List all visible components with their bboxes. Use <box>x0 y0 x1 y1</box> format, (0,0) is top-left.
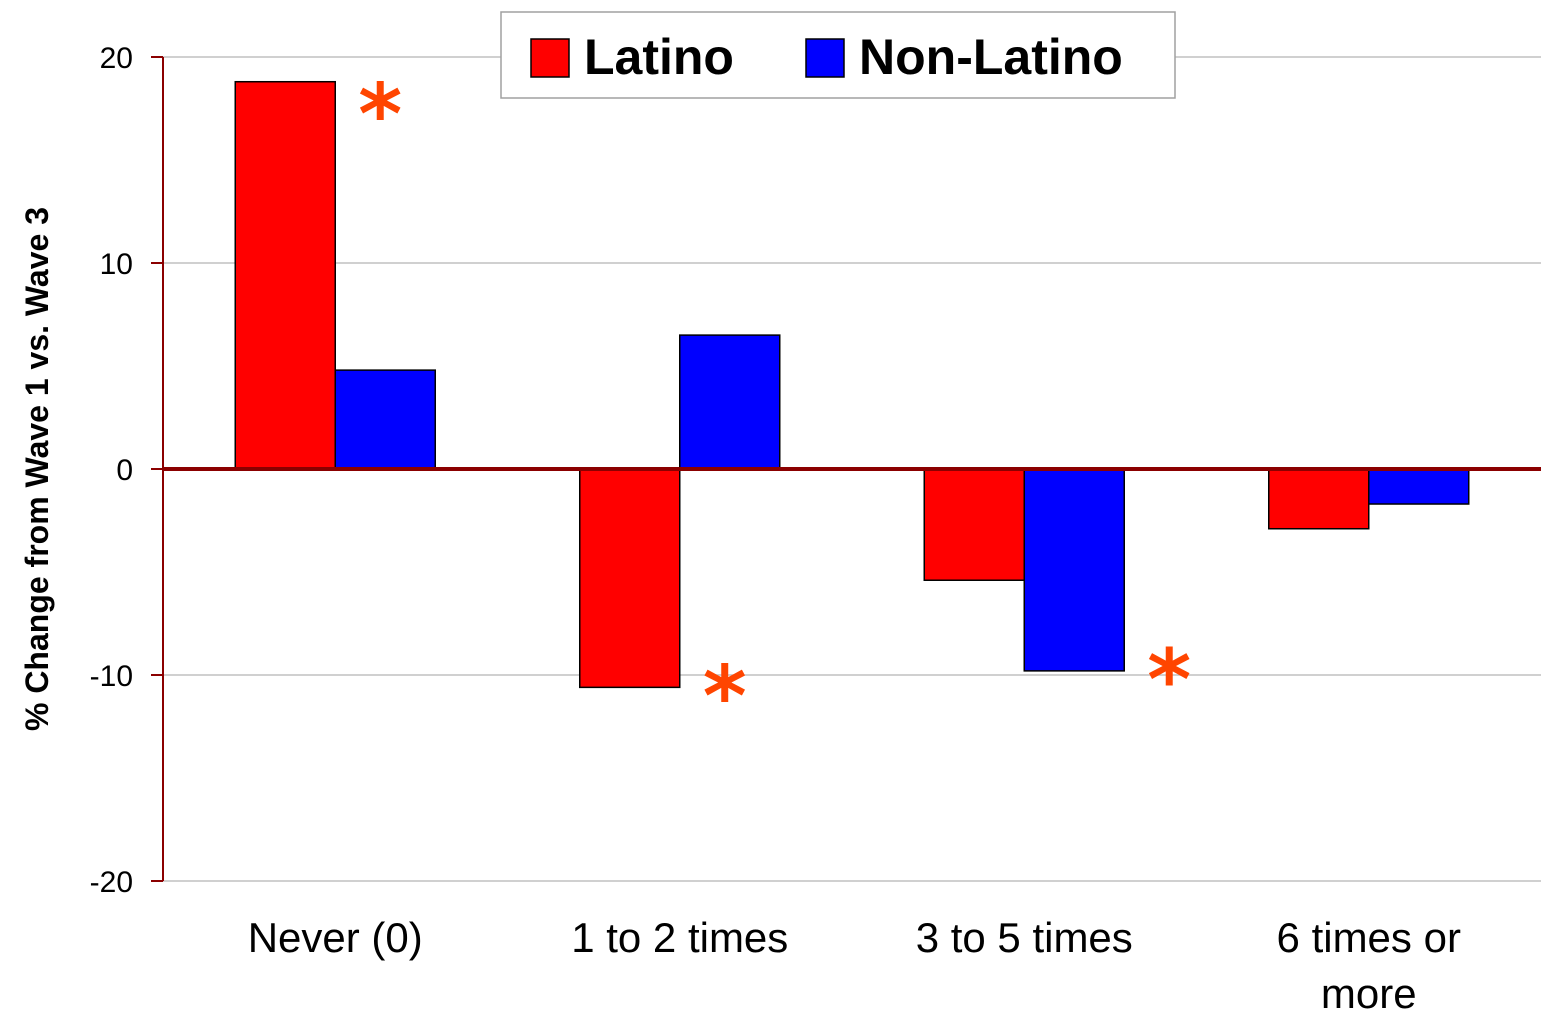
y-tick-label: 0 <box>116 454 133 487</box>
y-tick-label: -10 <box>90 660 133 693</box>
bar-latino-1-to-2-times <box>579 468 681 689</box>
bar-latino-3-to-5-times <box>923 468 1025 581</box>
bar-latino-never-0 <box>234 80 336 470</box>
legend: Latino Non-Latino <box>500 11 1176 99</box>
legend-label-latino: Latino <box>584 29 734 85</box>
y-axis-ticks: 20 10 0 -10 -20 <box>90 42 163 899</box>
bar-latino-6-times-or-more <box>1268 468 1370 530</box>
y-tick-label: 20 <box>100 42 133 75</box>
x-axis-labels: Never (0) 1 to 2 times 3 to 5 times 6 times… <box>248 914 1461 1016</box>
significance-star: * <box>1147 631 1191 729</box>
bar-non-latino-6-times-or-more <box>1368 468 1470 505</box>
bar-non-latino-3-to-5-times <box>1023 468 1125 672</box>
bars <box>234 80 1470 689</box>
x-tick-label: 1 to 2 times <box>571 914 788 961</box>
x-tick-label: Never (0) <box>248 914 423 961</box>
legend-swatch-non-latino <box>805 38 845 78</box>
x-tick-label: 6 times or more <box>1277 914 1461 1016</box>
y-tick-label: -20 <box>90 866 133 899</box>
significance-markers: * * * <box>358 66 1191 746</box>
legend-label-non-latino: Non-Latino <box>859 29 1123 85</box>
bar-non-latino-never-0 <box>334 369 436 470</box>
y-tick-label: 10 <box>100 248 133 281</box>
y-axis-title: % Change from Wave 1 vs. Wave 3 <box>19 207 55 731</box>
significance-star: * <box>703 647 747 745</box>
bar-non-latino-1-to-2-times <box>679 334 781 470</box>
x-tick-label: 3 to 5 times <box>916 914 1133 961</box>
axes <box>162 57 1541 881</box>
significance-star: * <box>358 66 402 164</box>
legend-swatch-latino <box>530 38 570 78</box>
